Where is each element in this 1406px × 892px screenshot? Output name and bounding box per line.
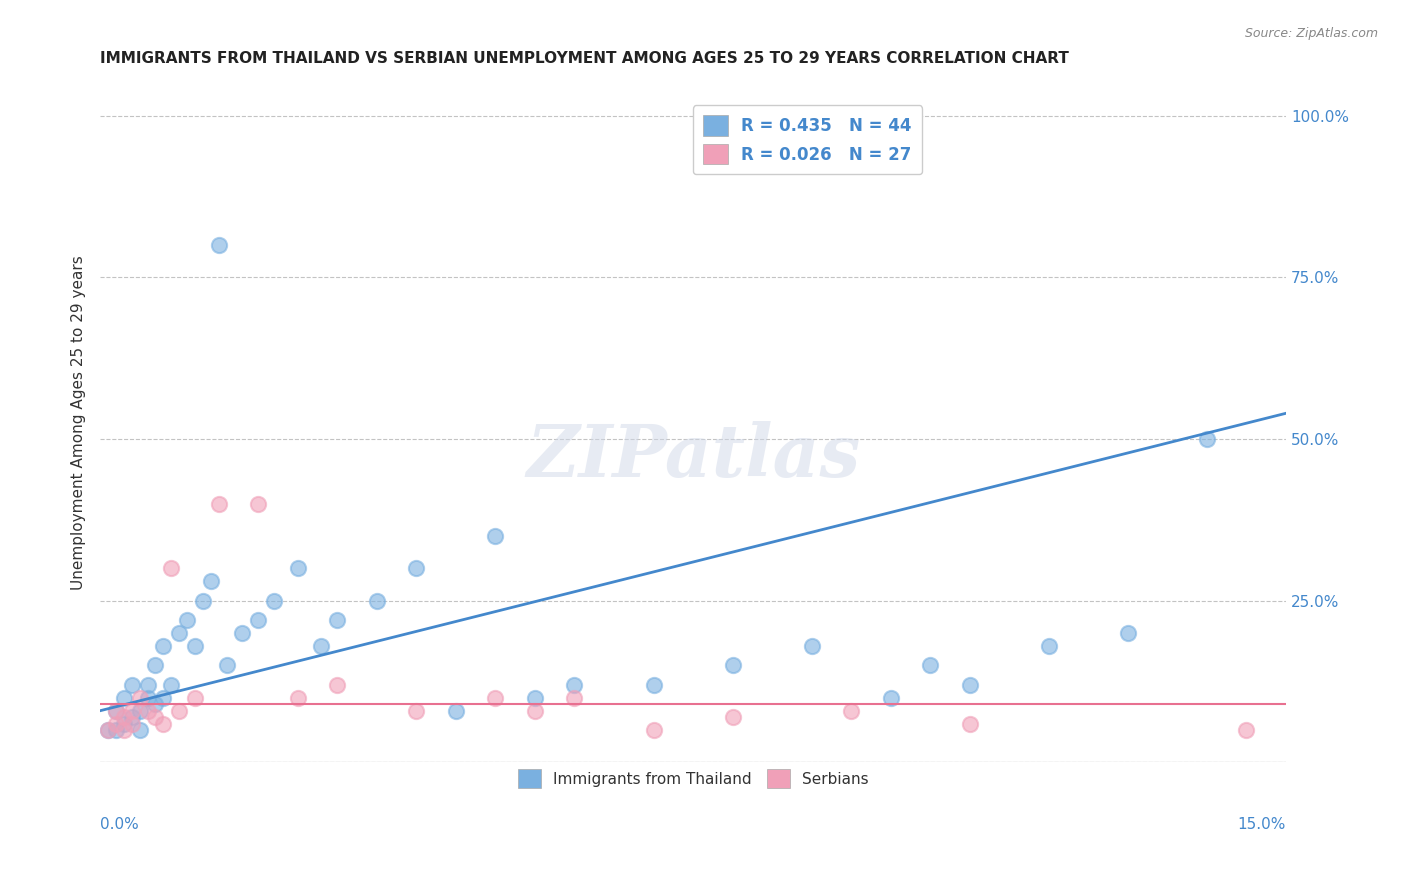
Text: IMMIGRANTS FROM THAILAND VS SERBIAN UNEMPLOYMENT AMONG AGES 25 TO 29 YEARS CORRE: IMMIGRANTS FROM THAILAND VS SERBIAN UNEM… bbox=[100, 51, 1069, 66]
Point bbox=[263, 594, 285, 608]
Point bbox=[145, 658, 167, 673]
Point bbox=[484, 690, 506, 705]
Point bbox=[112, 710, 135, 724]
Point bbox=[959, 678, 981, 692]
Point bbox=[152, 716, 174, 731]
Point bbox=[326, 678, 349, 692]
Point bbox=[112, 716, 135, 731]
Point bbox=[247, 497, 270, 511]
Point bbox=[121, 710, 143, 724]
Point bbox=[405, 561, 427, 575]
Point bbox=[800, 639, 823, 653]
Point bbox=[128, 723, 150, 738]
Point bbox=[326, 613, 349, 627]
Point bbox=[184, 690, 207, 705]
Point bbox=[184, 639, 207, 653]
Point bbox=[160, 678, 183, 692]
Point bbox=[104, 723, 127, 738]
Point bbox=[152, 639, 174, 653]
Point bbox=[128, 690, 150, 705]
Point bbox=[200, 574, 222, 589]
Text: Source: ZipAtlas.com: Source: ZipAtlas.com bbox=[1244, 27, 1378, 40]
Point bbox=[145, 710, 167, 724]
Point bbox=[721, 710, 744, 724]
Point bbox=[97, 723, 120, 738]
Point bbox=[136, 678, 159, 692]
Point bbox=[121, 704, 143, 718]
Point bbox=[1236, 723, 1258, 738]
Point bbox=[145, 698, 167, 712]
Point bbox=[104, 716, 127, 731]
Point bbox=[405, 704, 427, 718]
Point bbox=[208, 497, 231, 511]
Point bbox=[879, 690, 901, 705]
Point bbox=[287, 561, 309, 575]
Point bbox=[112, 690, 135, 705]
Point bbox=[721, 658, 744, 673]
Point bbox=[231, 626, 253, 640]
Point bbox=[104, 704, 127, 718]
Point bbox=[160, 561, 183, 575]
Point bbox=[839, 704, 862, 718]
Point bbox=[152, 690, 174, 705]
Point bbox=[167, 704, 190, 718]
Point bbox=[564, 690, 586, 705]
Point bbox=[1038, 639, 1060, 653]
Point bbox=[136, 704, 159, 718]
Text: 0.0%: 0.0% bbox=[100, 817, 139, 831]
Point bbox=[104, 704, 127, 718]
Point bbox=[247, 613, 270, 627]
Point bbox=[128, 704, 150, 718]
Point bbox=[366, 594, 388, 608]
Text: ZIPatlas: ZIPatlas bbox=[526, 421, 860, 492]
Point bbox=[959, 716, 981, 731]
Point bbox=[176, 613, 198, 627]
Point bbox=[1195, 432, 1218, 446]
Point bbox=[287, 690, 309, 705]
Point bbox=[97, 723, 120, 738]
Point bbox=[1116, 626, 1139, 640]
Point bbox=[136, 690, 159, 705]
Point bbox=[167, 626, 190, 640]
Point bbox=[112, 723, 135, 738]
Point bbox=[523, 690, 546, 705]
Point bbox=[191, 594, 214, 608]
Point bbox=[484, 529, 506, 543]
Point bbox=[920, 658, 942, 673]
Point bbox=[215, 658, 238, 673]
Point bbox=[311, 639, 333, 653]
Point bbox=[208, 238, 231, 252]
Point bbox=[643, 723, 665, 738]
Point bbox=[121, 716, 143, 731]
Point bbox=[121, 678, 143, 692]
Point bbox=[643, 678, 665, 692]
Text: 15.0%: 15.0% bbox=[1237, 817, 1286, 831]
Y-axis label: Unemployment Among Ages 25 to 29 years: Unemployment Among Ages 25 to 29 years bbox=[72, 256, 86, 591]
Point bbox=[444, 704, 467, 718]
Point bbox=[523, 704, 546, 718]
Legend: Immigrants from Thailand, Serbians: Immigrants from Thailand, Serbians bbox=[510, 762, 876, 796]
Point bbox=[564, 678, 586, 692]
